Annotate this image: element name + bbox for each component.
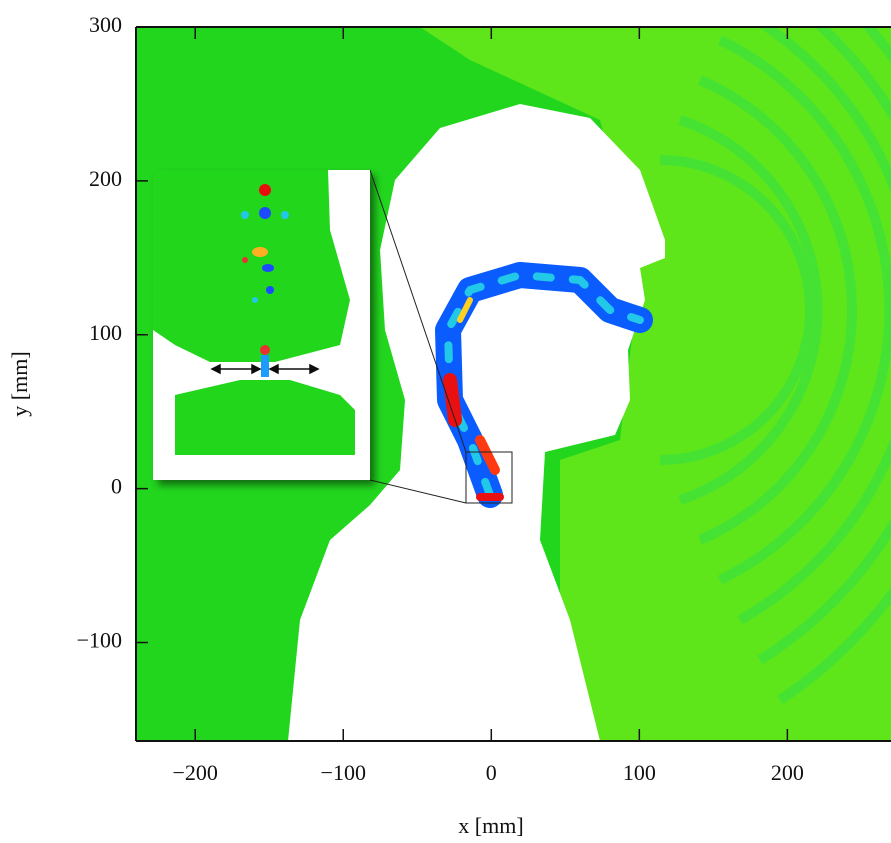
y-tick-label: −100 bbox=[77, 628, 122, 653]
x-axis-label: x [mm] bbox=[458, 813, 523, 838]
x-tick-label: −200 bbox=[173, 760, 218, 785]
x-tick-label: 200 bbox=[771, 760, 804, 785]
y-tick-label: 200 bbox=[89, 166, 122, 191]
x-tick-label: 100 bbox=[623, 760, 656, 785]
y-tick-label: 300 bbox=[89, 12, 122, 37]
y-tick-label: 100 bbox=[89, 320, 122, 345]
chart: x [mm] y [mm] −200 −100 0 100 200 −100 0 100 200… bbox=[0, 0, 891, 843]
inset bbox=[153, 170, 370, 480]
x-tick-label: 0 bbox=[486, 760, 497, 785]
y-tick-label: 0 bbox=[111, 474, 122, 499]
x-tick-label: −100 bbox=[321, 760, 366, 785]
field bbox=[136, 0, 891, 741]
y-axis-label: y [mm] bbox=[7, 351, 32, 416]
